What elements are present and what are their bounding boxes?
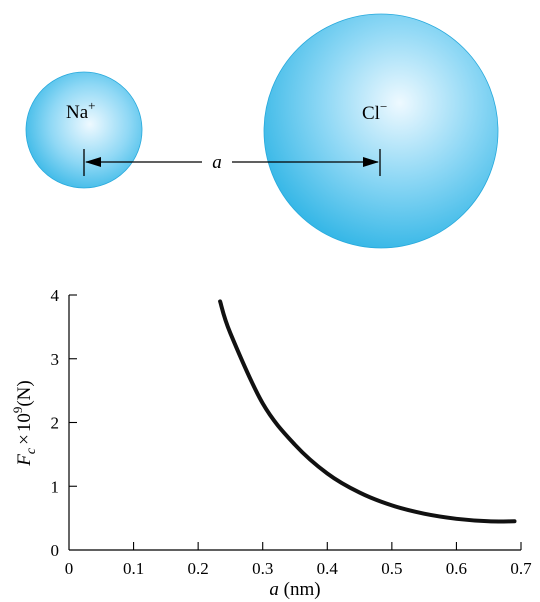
x-tick-label: 0.4 <box>317 559 339 578</box>
sodium-ion-name: Na <box>66 102 89 123</box>
y-axis-label: Fc × 109(N) <box>10 380 39 466</box>
x-tick-label: 0.6 <box>446 559 467 578</box>
y-axis-unit: (N) <box>14 380 35 406</box>
sodium-ion-label: Na+ <box>66 98 96 123</box>
x-tick-label: 0 <box>65 559 74 578</box>
chart: 0 0.1 0.2 0.3 0.4 0.5 0.6 0.7 0 1 2 3 4 a (nm) Fc × 1… <box>10 286 532 600</box>
x-tick-label: 0.7 <box>510 559 532 578</box>
y-axis-exp: 9 <box>10 407 25 414</box>
force-curve-line <box>218 299 517 524</box>
y-tick-label: 3 <box>51 350 60 369</box>
y-tick-label: 2 <box>51 414 60 433</box>
x-ticks: 0 0.1 0.2 0.3 0.4 0.5 0.6 0.7 <box>65 542 532 578</box>
separation-right-arrowhead <box>363 157 379 167</box>
separation-label: a <box>212 152 222 173</box>
y-axis-base: 10 <box>14 413 35 432</box>
ion-diagram: Na+ Cl− a <box>25 13 499 249</box>
separation-left-arrowhead <box>85 157 101 167</box>
y-axis-sub: c <box>24 447 39 454</box>
chloride-ion-sphere <box>263 13 499 249</box>
y-tick-label: 0 <box>51 541 60 560</box>
x-axis-label: a (nm) <box>269 579 320 600</box>
chloride-ion-label: Cl− <box>362 99 387 124</box>
x-tick-label: 0.5 <box>381 559 402 578</box>
y-ticks: 0 1 2 3 4 <box>51 286 77 560</box>
sodium-ion-charge: + <box>88 98 95 113</box>
y-tick-label: 4 <box>51 286 60 305</box>
y-axis-times: × <box>14 434 35 445</box>
chloride-ion-name: Cl <box>362 103 380 124</box>
sodium-ion-sphere <box>25 71 143 189</box>
x-tick-label: 0.2 <box>188 559 209 578</box>
x-axis-var: a <box>269 579 279 600</box>
y-tick-label: 1 <box>51 477 60 496</box>
x-axis-unit: (nm) <box>284 579 321 600</box>
x-tick-label: 0.1 <box>123 559 144 578</box>
chloride-ion-charge: − <box>380 99 387 114</box>
y-axis-var: F <box>14 454 35 467</box>
x-tick-label: 0.3 <box>252 559 273 578</box>
